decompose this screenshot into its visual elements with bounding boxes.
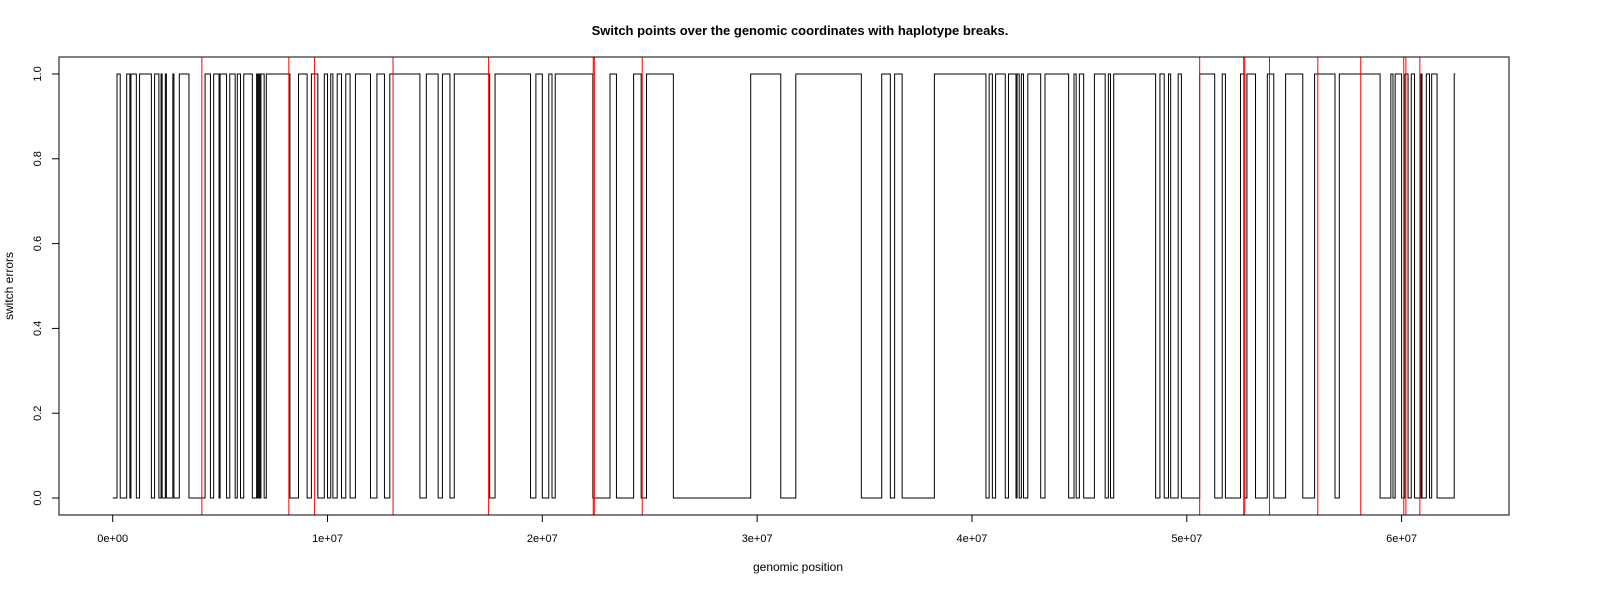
x-tick-label: 2e+07 [527, 533, 558, 545]
x-tick-label: 1e+07 [312, 533, 343, 545]
x-tick-label: 0e+00 [97, 533, 128, 545]
y-tick-label: 0.8 [32, 151, 44, 166]
switch-error-series-line [112, 73, 1456, 499]
chart-title: Switch points over the genomic coordinat… [592, 23, 1009, 38]
y-tick-label: 0.6 [32, 236, 44, 251]
y-axis: 0.0 0.2 0.4 0.6 0.8 1.0 [32, 66, 60, 506]
x-axis: 0e+00 1e+07 2e+07 3e+07 4e+07 5e+07 6e+07 [97, 514, 1417, 545]
y-tick-label: 0.0 [32, 490, 44, 505]
x-tick-label: 3e+07 [742, 533, 773, 545]
x-tick-label: 4e+07 [957, 533, 988, 545]
haplotype-break-lines [201, 57, 1421, 515]
y-tick-label: 0.2 [32, 406, 44, 421]
x-tick-label: 6e+07 [1386, 533, 1417, 545]
y-tick-label: 0.4 [32, 321, 44, 336]
y-tick-label: 1.0 [32, 66, 44, 81]
x-tick-label: 5e+07 [1171, 533, 1202, 545]
plot-frame [58, 56, 1510, 516]
x-axis-label: genomic position [753, 560, 843, 574]
y-axis-label: switch errors [2, 252, 16, 320]
plot-area [112, 73, 1456, 499]
